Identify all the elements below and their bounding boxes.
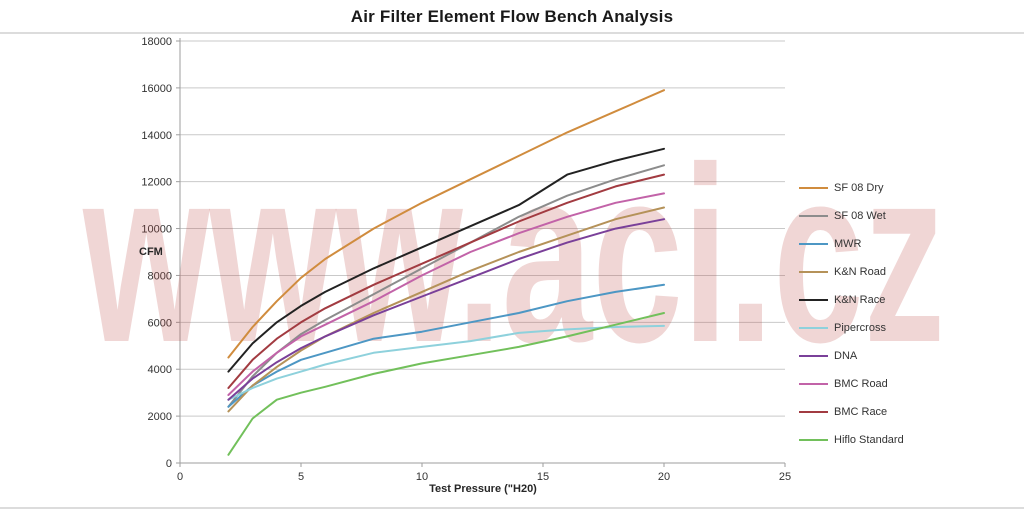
y-tick-label: 4000 xyxy=(148,364,172,376)
legend-item-hiflo-standard: Hiflo Standard xyxy=(799,426,904,454)
series-line-bmc-road xyxy=(227,192,665,396)
legend-swatch-icon xyxy=(799,299,828,301)
x-tick-label: 20 xyxy=(658,471,670,483)
top-divider xyxy=(0,32,1024,34)
legend-label: Pipercross xyxy=(834,322,886,334)
y-tick-label: 18000 xyxy=(141,36,172,48)
chart-title: Air Filter Element Flow Bench Analysis xyxy=(350,7,674,26)
legend-swatch-icon xyxy=(799,439,828,441)
legend-item-pipercross: Pipercross xyxy=(799,314,904,342)
legend-item-dna: DNA xyxy=(799,342,904,370)
legend-swatch-icon xyxy=(799,327,828,329)
series-line-k-n-road xyxy=(227,206,665,413)
x-tick-label: 5 xyxy=(298,471,304,483)
legend-swatch-icon xyxy=(799,215,828,217)
legend-item-mwr: MWR xyxy=(799,230,904,258)
y-tick-label: 14000 xyxy=(141,130,172,142)
series-line-k-n-race xyxy=(227,147,665,373)
x-tick-label: 15 xyxy=(537,471,549,483)
legend-label: DNA xyxy=(834,350,858,362)
y-axis-label: CFM xyxy=(139,246,163,258)
legend-label: MWR xyxy=(834,238,862,250)
legend-swatch-icon xyxy=(799,411,828,413)
y-tick-label: 16000 xyxy=(141,83,172,95)
y-tick-label: 12000 xyxy=(141,177,172,189)
legend-swatch-icon xyxy=(799,187,828,189)
legend-label: K&N Road xyxy=(834,266,886,278)
x-tick-label: 10 xyxy=(416,471,428,483)
legend-label: SF 08 Wet xyxy=(834,210,886,222)
y-tick-label: 10000 xyxy=(141,224,172,236)
series-line-mwr xyxy=(227,283,665,408)
legend-label: BMC Race xyxy=(834,406,888,418)
y-tick-label: 6000 xyxy=(148,317,172,329)
legend-item-bmc-race: BMC Race xyxy=(799,398,904,426)
y-tick-label: 8000 xyxy=(148,270,172,282)
series-line-sf-08-dry xyxy=(227,89,665,359)
legend-label: Hiflo Standard xyxy=(834,434,904,446)
legend-label: SF 08 Dry xyxy=(834,182,884,194)
series-line-dna xyxy=(227,218,665,401)
x-tick-label: 25 xyxy=(779,471,791,483)
legend-item-k-n-race: K&N Race xyxy=(799,286,904,314)
legend-item-k-n-road: K&N Road xyxy=(799,258,904,286)
legend-swatch-icon xyxy=(799,243,828,245)
legend-item-sf-08-wet: SF 08 Wet xyxy=(799,202,904,230)
legend-label: BMC Road xyxy=(834,378,888,390)
legend-item-sf-08-dry: SF 08 Dry xyxy=(799,174,904,202)
x-axis-label: Test Pressure ("H20) xyxy=(429,483,537,495)
series-line-hiflo-standard xyxy=(227,312,665,456)
legend-label: K&N Race xyxy=(834,294,886,306)
y-tick-label: 2000 xyxy=(148,411,172,423)
legend-item-bmc-road: BMC Road xyxy=(799,370,904,398)
x-tick-label: 0 xyxy=(177,471,183,483)
legend-swatch-icon xyxy=(799,355,828,357)
legend: SF 08 Dry SF 08 Wet MWR K&N Road K&N Race Pip… xyxy=(799,174,904,454)
series-line-bmc-race xyxy=(227,173,665,389)
series-line-pipercross xyxy=(227,324,665,401)
bottom-divider xyxy=(0,507,1024,509)
legend-swatch-icon xyxy=(799,271,828,273)
legend-swatch-icon xyxy=(799,383,828,385)
y-tick-label: 0 xyxy=(166,458,172,470)
